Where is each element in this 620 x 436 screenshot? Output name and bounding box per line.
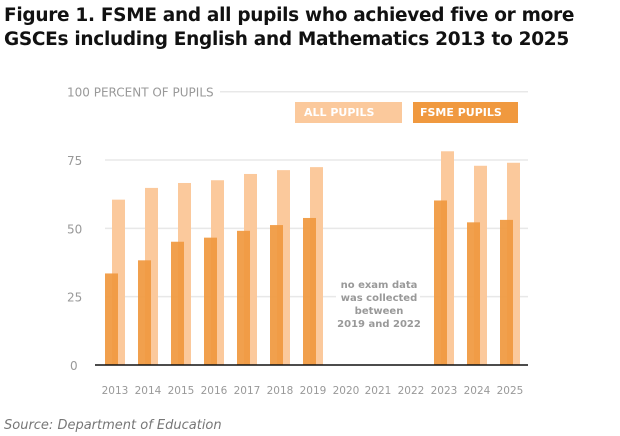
- x-tick-label: 2025: [497, 385, 524, 397]
- x-tick-label: 2016: [201, 385, 228, 397]
- bar-fsme-pupils: [270, 225, 283, 365]
- annotation-text: was collected: [341, 293, 418, 304]
- bar-fsme-pupils: [434, 200, 447, 365]
- x-tick-label: 2019: [300, 385, 327, 397]
- x-tick-label: 2014: [135, 385, 162, 397]
- bar-fsme-pupils: [500, 219, 513, 365]
- bar-fsme-pupils: [204, 237, 217, 365]
- bar-fsme-pupils: [138, 260, 151, 365]
- y-tick-label: 25: [67, 291, 82, 305]
- x-tick-label: 2015: [168, 385, 195, 397]
- bar-fsme-pupils: [171, 241, 184, 365]
- x-tick-label: 2013: [102, 385, 129, 397]
- y-tick-label: 0: [70, 359, 78, 373]
- bar-fsme-pupils: [467, 222, 480, 365]
- legend-all-pupils-swatch: [295, 102, 402, 123]
- annotation-text: between: [355, 306, 404, 317]
- x-tick-label: 2017: [234, 385, 261, 397]
- legend-fsme-pupils-label: FSME PUPILS: [420, 106, 502, 119]
- x-tick-label: 2018: [267, 385, 294, 397]
- y-tick-label: 50: [67, 222, 82, 236]
- annotation-text: 2019 and 2022: [337, 319, 421, 330]
- bar-fsme-pupils: [105, 273, 118, 365]
- y-tick-label: 75: [67, 154, 82, 168]
- x-tick-label: 2023: [431, 385, 458, 397]
- bar-fsme-pupils: [237, 230, 250, 365]
- bar-fsme-pupils: [303, 217, 316, 365]
- y-axis-label: 100 PERCENT OF PUPILS: [67, 86, 214, 100]
- x-tick-label: 2022: [398, 385, 425, 397]
- legend-fsme-pupils-swatch: [413, 102, 518, 123]
- x-tick-label: 2020: [333, 385, 360, 397]
- chart-title: Figure 1. FSME and all pupils who achiev…: [4, 5, 575, 50]
- annotation-background: [336, 278, 420, 332]
- x-tick-label: 2021: [365, 385, 392, 397]
- legend-all-pupils-label: ALL PUPILS: [304, 106, 375, 119]
- source-note: Source: Department of Education: [4, 418, 222, 433]
- annotation-text: no exam data: [341, 280, 418, 291]
- x-tick-label: 2024: [464, 385, 491, 397]
